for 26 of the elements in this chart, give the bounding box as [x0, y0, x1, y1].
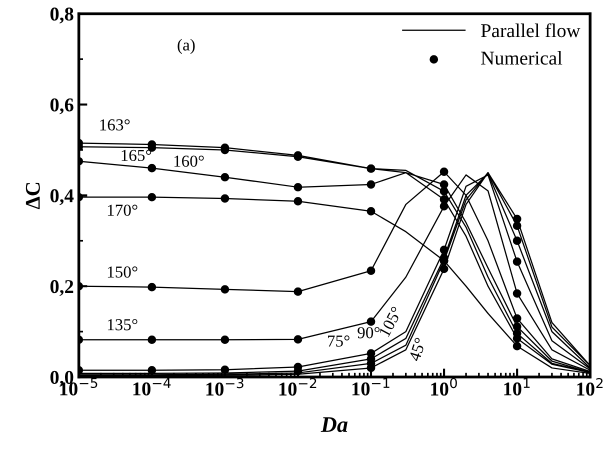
y-tick-label: 0,2 [50, 280, 74, 296]
annotation: 135° [108, 319, 138, 330]
annotation: 163° [100, 119, 130, 131]
x-tick-label: 10$^{−2}$ [279, 378, 316, 396]
x-tick-label: 10$^{0}$ [431, 378, 457, 396]
annotation: 165° [122, 150, 152, 162]
x-tick-label: 10$^{2}$ [577, 378, 603, 396]
legend-label: Numerical [481, 51, 562, 65]
annotation: 45° [408, 337, 426, 362]
annotation: (a) [178, 38, 195, 54]
annotation: 150° [108, 266, 138, 278]
y-tick-label: 0,6 [50, 98, 74, 114]
y-tick-label: 0,8 [50, 8, 74, 24]
annotation: 90° [358, 327, 380, 338]
x-tick-label: 10$^{−4}$ [133, 378, 171, 396]
y-tick-label: 0,4 [50, 189, 74, 206]
legend-label: Parallel flow [481, 23, 580, 38]
annotation: 75° [328, 335, 350, 347]
x-axis-title: Da [320, 417, 348, 432]
annotation: 170° [108, 204, 138, 216]
annotation: 160° [174, 156, 204, 167]
x-tick-label: 10$^{−3}$ [206, 378, 244, 396]
y-axis-title: ΔC [26, 182, 40, 210]
annotation: 105° [378, 306, 402, 338]
x-tick-label: 10$^{−1}$ [352, 378, 390, 396]
x-tick-label: 10$^{1}$ [504, 378, 530, 396]
